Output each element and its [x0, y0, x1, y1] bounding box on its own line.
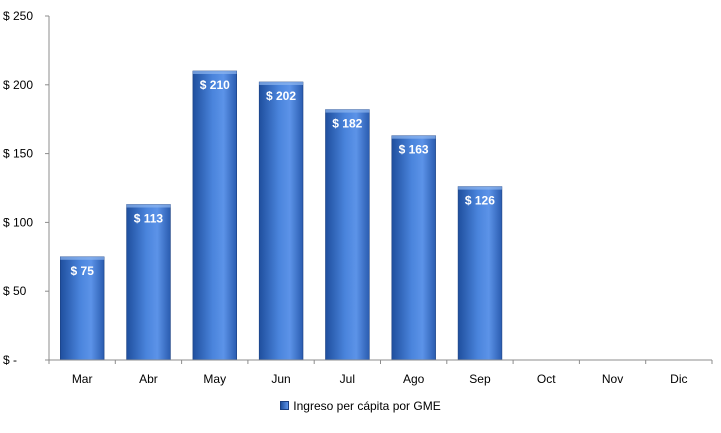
- y-tick-label: $ 200: [3, 78, 33, 92]
- y-tick-label: $ 250: [3, 9, 33, 23]
- y-tick-label: $ -: [3, 353, 17, 367]
- x-tick-label-may: May: [203, 372, 226, 386]
- x-tick-label-mar: Mar: [72, 372, 93, 386]
- data-label-mar: $ 75: [71, 264, 95, 278]
- data-label-abr: $ 113: [134, 212, 164, 226]
- data-label-sep: $ 126: [465, 194, 495, 208]
- bar-top-highlight: [60, 256, 105, 260]
- y-tick-label: $ 150: [3, 147, 33, 161]
- bar-mar: [59, 256, 105, 361]
- bar-sep: [457, 186, 503, 361]
- bar-may: [192, 70, 237, 361]
- x-tick-label-sep: Sep: [469, 372, 491, 386]
- bar-jun: [258, 81, 304, 361]
- legend: Ingreso per cápita por GME: [0, 398, 721, 413]
- bar-top-highlight: [192, 71, 237, 74]
- x-tick-label-ago: Ago: [403, 372, 425, 386]
- bar-top-highlight: [325, 109, 370, 113]
- bar-top-highlight: [126, 204, 171, 208]
- legend-swatch: [280, 401, 290, 411]
- y-tick-label: $ 100: [3, 215, 33, 229]
- y-tick-label: $ 50: [3, 284, 27, 298]
- bar-ago: [391, 135, 436, 361]
- x-tick-label-dic: Dic: [670, 372, 687, 386]
- x-tick-label-nov: Nov: [602, 372, 623, 386]
- bar-top-highlight: [458, 186, 502, 190]
- x-tick-label-abr: Abr: [139, 372, 158, 386]
- bar-abr: [126, 204, 171, 361]
- legend-label: Ingreso per cápita por GME: [293, 398, 441, 413]
- data-label-may: $ 210: [200, 78, 230, 92]
- x-tick-label-jun: Jun: [271, 372, 290, 386]
- bar-jul: [325, 109, 370, 361]
- bar-top-highlight: [259, 82, 303, 85]
- x-tick-label-oct: Oct: [537, 372, 556, 386]
- bar-top-highlight: [391, 135, 436, 139]
- data-label-jul: $ 182: [332, 117, 362, 131]
- x-tick-label-jul: Jul: [340, 372, 355, 386]
- data-label-jun: $ 202: [266, 89, 296, 103]
- data-label-ago: $ 163: [399, 143, 429, 157]
